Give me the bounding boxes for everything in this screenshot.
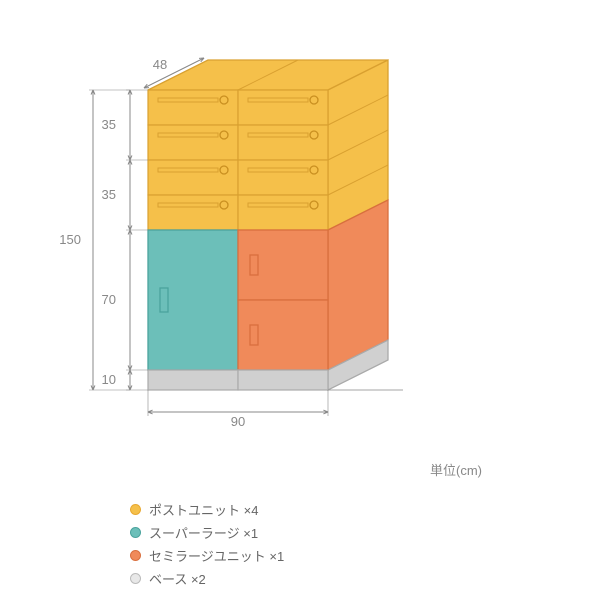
diagram-container: 48 35 35 70 10 150 90 ポストユニット ×4 スーパーラージ ×1 セミラー…: [0, 0, 600, 600]
legend-swatch: [130, 527, 141, 538]
svg-text:90: 90: [231, 414, 245, 429]
legend-swatch: [130, 573, 141, 584]
legend-label: ポストユニット ×4: [149, 500, 258, 519]
svg-text:10: 10: [102, 372, 116, 387]
legend-swatch: [130, 550, 141, 561]
legend-label: ベース ×2: [149, 569, 206, 588]
legend-row: ベース ×2: [130, 569, 284, 588]
svg-text:150: 150: [59, 232, 81, 247]
cabinet-diagram: 48 35 35 70 10 150 90: [0, 0, 600, 500]
legend-label: スーパーラージ ×1: [149, 523, 258, 542]
legend: ポストユニット ×4 スーパーラージ ×1 セミラージユニット ×1 ベース ×2: [130, 500, 284, 592]
svg-text:48: 48: [153, 57, 167, 72]
svg-text:35: 35: [102, 117, 116, 132]
svg-text:70: 70: [102, 292, 116, 307]
legend-row: ポストユニット ×4: [130, 500, 284, 519]
svg-text:35: 35: [102, 187, 116, 202]
legend-label: セミラージユニット ×1: [149, 546, 284, 565]
legend-row: スーパーラージ ×1: [130, 523, 284, 542]
unit-label: 単位(cm): [430, 460, 482, 479]
legend-swatch: [130, 504, 141, 515]
legend-row: セミラージユニット ×1: [130, 546, 284, 565]
